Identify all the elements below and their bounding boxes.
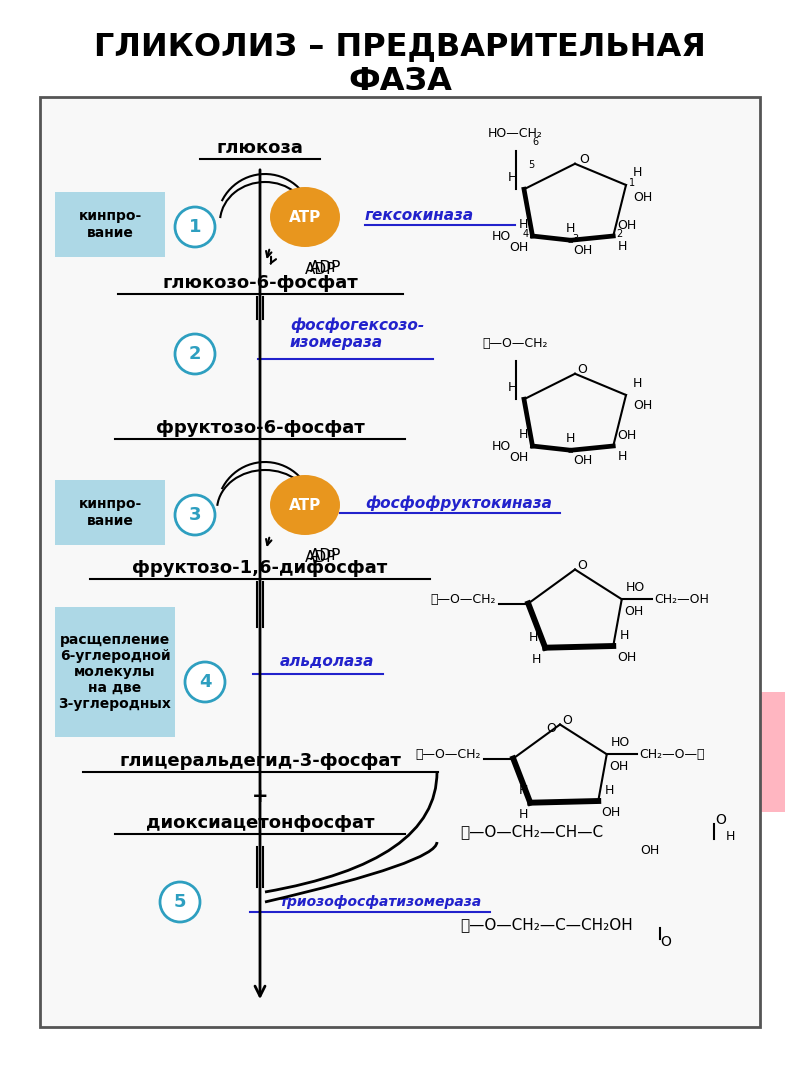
Text: H: H xyxy=(518,784,528,797)
Text: O: O xyxy=(579,153,589,166)
Text: ATP: ATP xyxy=(289,497,321,512)
FancyBboxPatch shape xyxy=(450,692,645,812)
Text: фруктозо-6-фосфат: фруктозо-6-фосфат xyxy=(156,419,364,437)
Text: HO—CH₂: HO—CH₂ xyxy=(488,127,543,140)
Text: CH₂—OH: CH₂—OH xyxy=(654,593,709,606)
FancyBboxPatch shape xyxy=(450,807,760,877)
Circle shape xyxy=(185,662,225,702)
Text: глицеральдегид-3-фосфат: глицеральдегид-3-фосфат xyxy=(119,752,401,770)
Text: ADP: ADP xyxy=(310,547,342,562)
Text: H: H xyxy=(605,784,614,797)
Text: OH: OH xyxy=(509,451,528,464)
Text: OH: OH xyxy=(509,241,528,254)
Text: ADP: ADP xyxy=(305,261,336,276)
Text: HO: HO xyxy=(626,580,646,594)
Text: фосфогексозо-
изомераза: фосфогексозо- изомераза xyxy=(290,318,424,350)
Text: H: H xyxy=(566,432,575,445)
Text: +: + xyxy=(252,787,268,807)
Text: H: H xyxy=(508,381,518,394)
Text: ФАЗА: ФАЗА xyxy=(348,66,452,97)
Text: H: H xyxy=(618,449,627,463)
Text: H: H xyxy=(519,218,528,230)
Circle shape xyxy=(175,334,215,375)
Text: OH: OH xyxy=(610,760,629,773)
Text: 6: 6 xyxy=(533,137,538,147)
Text: H: H xyxy=(519,428,528,441)
Text: Ⓟ—O—CH₂: Ⓟ—O—CH₂ xyxy=(415,748,481,761)
Text: H: H xyxy=(532,653,541,666)
Text: OH: OH xyxy=(633,191,652,204)
FancyBboxPatch shape xyxy=(40,97,760,1028)
FancyBboxPatch shape xyxy=(450,902,760,962)
Text: O: O xyxy=(546,722,556,735)
Text: H: H xyxy=(633,377,642,389)
Text: кинпро-
вание: кинпро- вание xyxy=(78,209,142,240)
Text: Ⓟ—O—CH₂: Ⓟ—O—CH₂ xyxy=(430,593,496,606)
Ellipse shape xyxy=(270,475,340,535)
Text: CH₂—O—Ⓟ: CH₂—O—Ⓟ xyxy=(639,748,705,761)
Text: глюкоза: глюкоза xyxy=(217,139,303,157)
Text: H: H xyxy=(633,165,642,179)
Text: альдолаза: альдолаза xyxy=(280,654,374,669)
Circle shape xyxy=(160,882,200,922)
Text: 5: 5 xyxy=(174,893,186,911)
Text: OH: OH xyxy=(624,605,643,618)
Text: триозофосфатизомераза: триозофосфатизомераза xyxy=(280,895,482,909)
Text: O: O xyxy=(562,714,573,727)
Text: H: H xyxy=(529,631,538,644)
Text: H: H xyxy=(726,829,735,843)
Circle shape xyxy=(175,207,215,246)
FancyBboxPatch shape xyxy=(55,480,165,545)
Text: 3: 3 xyxy=(189,506,202,524)
Text: H: H xyxy=(620,630,630,642)
Text: OH: OH xyxy=(618,651,637,665)
Text: 2: 2 xyxy=(189,345,202,363)
Text: 1: 1 xyxy=(189,218,202,236)
Text: Ⓟ—O—CH₂—CH—C: Ⓟ—O—CH₂—CH—C xyxy=(460,825,603,840)
Text: H: H xyxy=(518,808,528,822)
Text: O: O xyxy=(578,363,587,376)
Text: O: O xyxy=(660,935,671,949)
Circle shape xyxy=(175,495,215,535)
Text: гексокиназа: гексокиназа xyxy=(365,207,474,223)
Text: H: H xyxy=(508,171,518,184)
Text: OH: OH xyxy=(574,244,593,257)
Text: Ⓟ—O—CH₂—C—CH₂OH: Ⓟ—O—CH₂—C—CH₂OH xyxy=(460,918,633,933)
Text: кинпро-
вание: кинпро- вание xyxy=(78,497,142,527)
Text: фосфофруктокиназа: фосфофруктокиназа xyxy=(365,495,552,511)
Text: диоксиацетонфосфат: диоксиацетонфосфат xyxy=(146,814,374,832)
Text: HO: HO xyxy=(492,440,511,452)
FancyBboxPatch shape xyxy=(645,692,785,812)
Text: ADP: ADP xyxy=(310,259,342,274)
Text: HO: HO xyxy=(611,736,630,749)
Text: OH: OH xyxy=(574,453,593,467)
Text: O: O xyxy=(578,559,587,572)
Text: OH: OH xyxy=(618,220,637,233)
Text: фруктозо-1,6-дифосфат: фруктозо-1,6-дифосфат xyxy=(132,559,388,577)
FancyBboxPatch shape xyxy=(55,607,175,737)
Text: расщепление
6-углеродной
молекулы
на две
3-углеродных: расщепление 6-углеродной молекулы на две… xyxy=(58,633,171,712)
Text: 1: 1 xyxy=(629,178,634,188)
Text: ATP: ATP xyxy=(289,209,321,224)
Text: OH: OH xyxy=(633,399,652,412)
FancyBboxPatch shape xyxy=(55,192,165,257)
Ellipse shape xyxy=(270,187,340,246)
Text: O: O xyxy=(715,813,726,827)
Text: OH: OH xyxy=(618,429,637,443)
Text: HO: HO xyxy=(492,229,511,242)
Text: 4: 4 xyxy=(522,229,528,239)
Text: ГЛИКОЛИЗ – ПРЕДВАРИТЕЛЬНАЯ: ГЛИКОЛИЗ – ПРЕДВАРИТЕЛЬНАЯ xyxy=(94,32,706,63)
Text: H: H xyxy=(618,240,627,253)
Text: OH: OH xyxy=(601,807,620,819)
Text: 4: 4 xyxy=(198,673,211,691)
Text: H: H xyxy=(566,222,575,235)
Text: 5: 5 xyxy=(528,160,534,171)
Text: 3: 3 xyxy=(573,234,578,243)
Text: глюкозо-6-фосфат: глюкозо-6-фосфат xyxy=(162,274,358,292)
Text: Ⓟ—O—CH₂: Ⓟ—O—CH₂ xyxy=(482,337,548,350)
Text: OH: OH xyxy=(640,844,659,857)
Text: ADP: ADP xyxy=(305,550,336,564)
Text: 2: 2 xyxy=(616,229,622,239)
